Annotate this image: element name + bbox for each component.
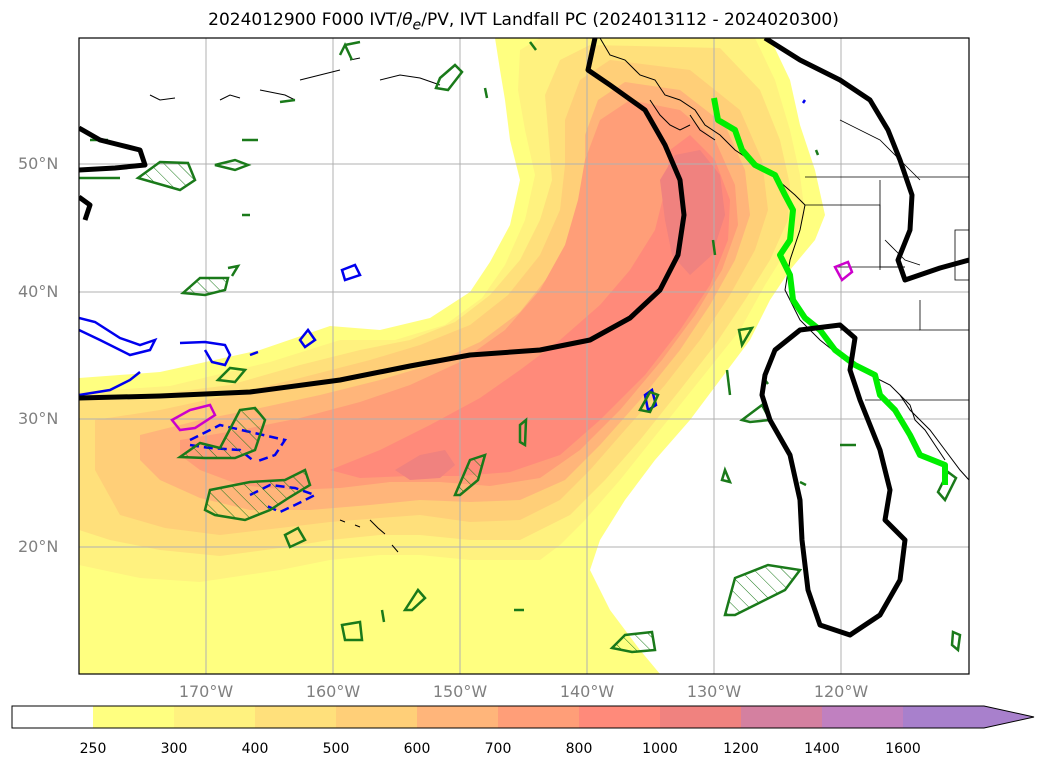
ivt-landfall-path	[711, 97, 948, 485]
lon-label-170w: 170°W	[178, 682, 234, 701]
colorbar-tick-label: 1000	[642, 741, 678, 757]
colorbar-segment	[174, 706, 255, 728]
colorbar-tick-label: 600	[403, 741, 431, 757]
colorbar-segment	[12, 706, 93, 728]
colorbar-tick-label: 300	[160, 741, 188, 757]
lon-label-150w: 150°W	[432, 682, 488, 701]
colorbar-tick-label: 500	[322, 741, 350, 757]
colorbar-segment	[660, 706, 741, 728]
colorbar-extend-arrow	[903, 706, 1034, 728]
landfall-pc-contours	[79, 38, 969, 638]
colorbar-segment	[822, 706, 903, 728]
pv-magenta-contours	[170, 260, 854, 432]
lat-label-20n: 20°N	[18, 537, 59, 556]
colorbar-outline	[11, 705, 1035, 729]
ivt-band-1000	[660, 150, 725, 275]
lat-label-30n: 30°N	[18, 409, 59, 428]
colorbar-tick-label: 1600	[885, 741, 921, 757]
colorbar-segment	[498, 706, 579, 728]
lon-label-140w: 140°W	[559, 682, 615, 701]
colorbar-tick-label: 250	[79, 741, 107, 757]
colorbar-segment	[255, 706, 336, 728]
colorbar-segment	[417, 706, 498, 728]
lat-label-40n: 40°N	[18, 282, 59, 301]
colorbar-tick-label: 700	[484, 741, 512, 757]
map-frame	[78, 37, 970, 675]
colorbar-tick-label: 800	[565, 741, 593, 757]
lon-label-130w: 130°W	[686, 682, 742, 701]
ivt-filled-contours	[79, 38, 825, 674]
lat-label-50n: 50°N	[18, 154, 59, 173]
colorbar-tick-label: 1200	[723, 741, 759, 757]
colorbar-segment	[336, 706, 417, 728]
ivt-band-1000-b	[395, 450, 455, 480]
colorbar-tick-label: 1400	[804, 741, 840, 757]
colorbar-segment	[741, 706, 822, 728]
colorbar	[11, 705, 1035, 729]
colorbar-tick-label: 400	[241, 741, 269, 757]
lon-label-160w: 160°W	[305, 682, 361, 701]
colorbar-segment	[579, 706, 660, 728]
map-title: 2024012900 F000 IVT/θe/PV, IVT Landfall …	[208, 10, 839, 34]
lon-label-120w: 120°W	[813, 682, 869, 701]
colorbar-segment	[93, 706, 174, 728]
